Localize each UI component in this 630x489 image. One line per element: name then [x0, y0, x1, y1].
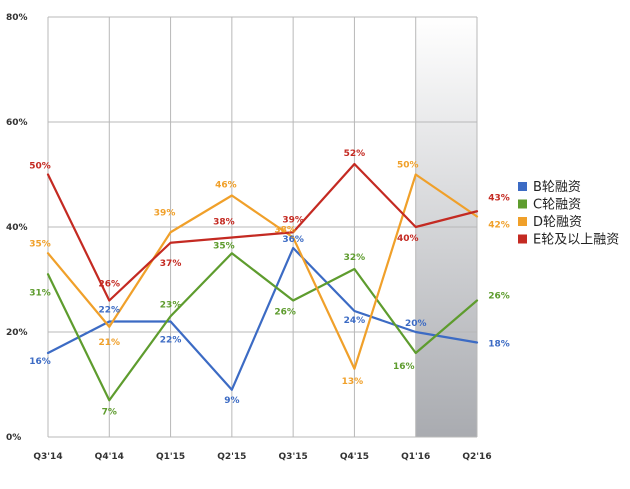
data-label: 43%	[488, 193, 510, 203]
legend: B轮融资 C轮融资 D轮融资 E轮及以上融资	[518, 180, 619, 248]
data-label: 52%	[344, 149, 366, 159]
data-label: 16%	[393, 362, 415, 372]
data-label: 20%	[405, 319, 427, 329]
data-labels: 16% 22% 22% 9% 36% 24% 20% 18% 31% 7% 23% 35% 26% 32%…	[29, 149, 510, 417]
legend-label: B轮融资	[533, 180, 581, 195]
y-tick-label: 40%	[6, 223, 28, 233]
x-tick-label: Q3'15	[279, 452, 308, 462]
x-tick-label: Q2'15	[217, 452, 246, 462]
series-line-b-0	[46, 246, 479, 391]
x-tick-label: Q1'16	[401, 452, 430, 462]
data-label: 26%	[99, 280, 121, 290]
y-tick-label: 60%	[6, 118, 28, 128]
data-label: 13%	[342, 377, 364, 387]
data-label: 16%	[29, 357, 51, 367]
legend-swatch	[518, 199, 527, 209]
data-label: 22%	[99, 306, 121, 316]
data-label: 39%	[282, 215, 304, 225]
x-tick-label: Q2'16	[462, 452, 491, 462]
series-line-d-2	[46, 173, 479, 370]
x-tick-label: Q1'15	[156, 452, 185, 462]
legend-label: E轮及以上融资	[533, 233, 619, 248]
series-lines	[46, 162, 479, 402]
legend-swatch	[518, 234, 527, 244]
data-label: 18%	[488, 340, 510, 350]
data-label: 7%	[102, 407, 117, 417]
data-label: 31%	[29, 288, 51, 298]
data-label: 39%	[154, 208, 176, 218]
data-label: 35%	[29, 239, 51, 249]
data-label: 35%	[213, 241, 235, 251]
legend-label: C轮融资	[533, 198, 581, 213]
y-tick-label: 0%	[6, 433, 21, 443]
data-label: 38%	[213, 218, 235, 228]
y-tick-label: 20%	[6, 328, 28, 338]
data-label: 38%	[274, 226, 296, 236]
data-label: 23%	[160, 300, 182, 310]
x-tick-label: Q4'15	[340, 452, 369, 462]
data-label: 22%	[160, 336, 182, 346]
data-label: 50%	[29, 162, 51, 172]
data-label: 50%	[397, 161, 419, 171]
data-label: 37%	[160, 259, 182, 269]
gridlines	[47, 16, 478, 438]
legend-label: D轮融资	[533, 215, 582, 230]
series-line-e-3	[46, 162, 479, 302]
legend-swatch	[518, 217, 527, 226]
axis-labels: 0% 20% 40% 60% 80% Q3'14 Q4'14 Q1'15 Q2'15 Q3'15 Q…	[6, 13, 492, 462]
series-line-c-1	[46, 252, 479, 402]
x-tick-label: Q4'14	[95, 452, 124, 462]
data-label: 36%	[282, 235, 304, 245]
data-label: 24%	[344, 316, 366, 326]
legend-swatch	[518, 182, 527, 191]
data-label: 40%	[397, 234, 419, 244]
data-label: 26%	[488, 292, 510, 302]
data-label: 9%	[224, 396, 239, 406]
data-label: 26%	[274, 308, 296, 318]
y-tick-label: 80%	[6, 13, 28, 23]
x-tick-label: Q3'14	[33, 452, 62, 462]
data-label: 21%	[99, 338, 121, 348]
data-label: 42%	[488, 221, 510, 231]
data-label: 32%	[344, 253, 366, 263]
data-label: 46%	[215, 181, 237, 191]
